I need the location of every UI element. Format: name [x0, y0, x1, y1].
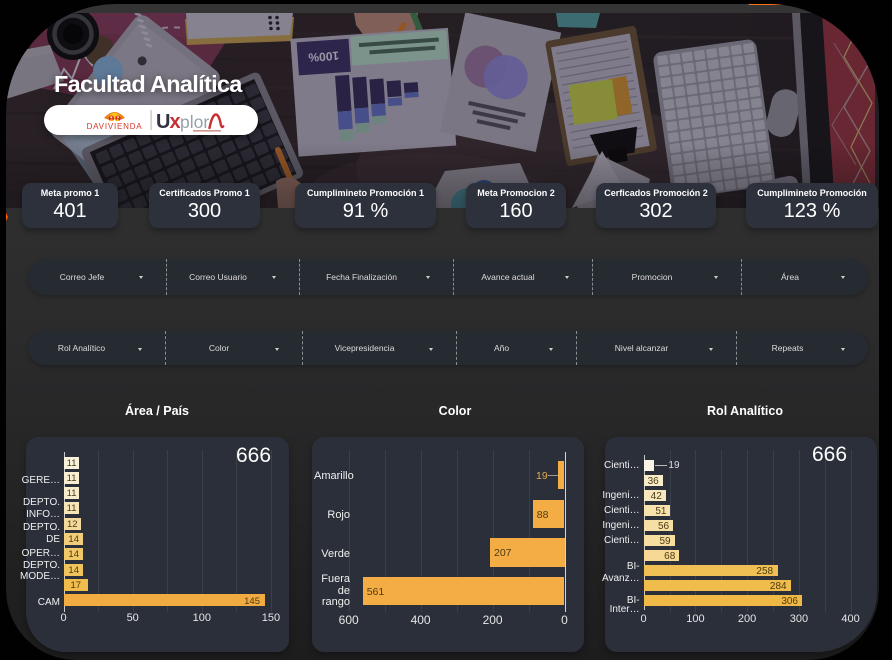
svg-text:x: x [170, 111, 181, 133]
svg-text:plor: plor [180, 112, 209, 132]
svg-text:U: U [156, 111, 170, 133]
svg-text:DAVIVIENDA: DAVIVIENDA [87, 122, 143, 131]
